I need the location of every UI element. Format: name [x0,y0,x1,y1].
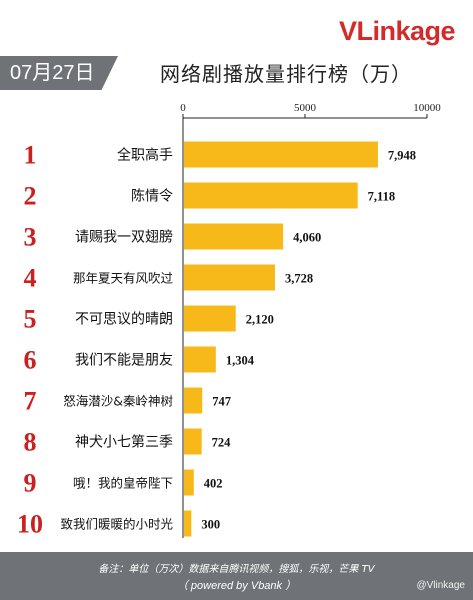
category-label: 那年夏天有风吹过 [73,271,174,286]
value-label: 2,120 [246,313,274,327]
vlinkage-logo: VLinkage [338,16,456,47]
logo-v: V [338,16,357,46]
bar [184,223,284,250]
bar [184,264,275,291]
rank-number: 8 [24,428,37,457]
rank-number: 7 [24,387,37,416]
logo-text: Linkage [356,16,455,46]
value-label: 7,948 [388,149,416,163]
rank-number: 5 [24,305,37,334]
x-tick-label: 5000 [294,102,317,114]
bar [184,346,216,373]
rank-number: 3 [24,223,37,252]
category-label: 哦！我的皇帝陛下 [73,476,173,491]
powered-by: （ powered by Vbank ） [176,580,297,592]
bar [184,305,236,332]
bar [184,510,192,537]
footer-banner: 备注：单位（万次）数据来自腾讯视频，搜狐，乐视，芒果 TV （ powered … [0,552,473,600]
weibo-handle: @Vlinkage [416,580,465,591]
category-label: 陈情令 [131,188,173,205]
date-badge: 07月27日 [0,56,118,90]
value-label: 747 [212,395,231,409]
rank-number: 4 [24,264,37,293]
rank-number: 10 [17,510,43,539]
bar [184,141,378,168]
category-label: 请赐我一双翅膀 [75,229,173,246]
category-label: 我们不能是朋友 [75,353,173,369]
category-label: 神犬小七第三季 [75,434,173,451]
x-tick-label: 0 [180,102,186,114]
rank-number: 1 [24,141,37,170]
category-label: 全职高手 [117,147,173,164]
footer-note: 备注：单位（万次）数据来自腾讯视频，搜狐，乐视，芒果 TV [98,564,375,575]
rank-number: 2 [24,182,37,211]
bar [184,469,194,496]
category-label: 怒海潜沙&秦岭神树 [63,394,173,409]
rank-number: 6 [24,346,37,375]
value-label: 3,728 [285,272,313,286]
rank-number: 9 [24,469,37,498]
ranking-bar-chart: 0 5000 10000 1 全职高手 7,948 2 陈情令 7,118 3 请赐我一双翅膀 4,0… [17,102,441,539]
value-label: 402 [204,477,223,491]
value-label: 4,060 [293,231,321,245]
bar [184,182,358,209]
bar [184,428,202,455]
chart-title: 网络剧播放量排行榜（万） [160,62,412,86]
value-label: 1,304 [226,354,255,368]
value-label: 7,118 [368,190,395,204]
category-label: 致我们暖暖的小时光 [60,517,173,532]
category-label: 不可思议的晴朗 [75,312,173,328]
value-label: 724 [212,436,232,450]
value-label: 300 [201,518,220,532]
bar [184,387,203,414]
x-tick-label: 10000 [413,102,441,114]
